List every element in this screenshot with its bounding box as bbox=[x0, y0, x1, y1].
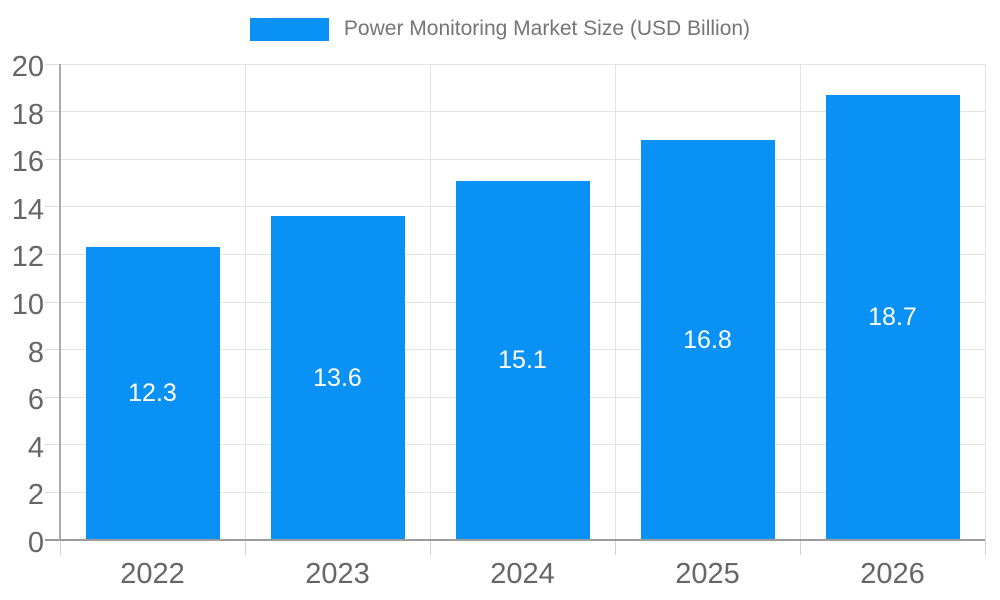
legend[interactable]: Power Monitoring Market Size (USD Billio… bbox=[0, 17, 1000, 41]
x-axis-label-2025: 2025 bbox=[675, 558, 740, 590]
x-axis-tick bbox=[799, 540, 801, 555]
y-gridline bbox=[60, 111, 985, 113]
bar-2023[interactable]: 13.6 bbox=[270, 216, 405, 540]
bar-2025[interactable]: 16.8 bbox=[640, 140, 775, 540]
y-axis-tick bbox=[45, 253, 60, 255]
y-axis-label: 20 bbox=[11, 51, 44, 83]
y-axis-tick bbox=[45, 396, 60, 398]
bar-value-label: 16.8 bbox=[683, 325, 732, 354]
y-axis-label: 10 bbox=[11, 289, 44, 321]
y-axis-label: 12 bbox=[11, 241, 44, 274]
x-gridline bbox=[429, 64, 431, 540]
bar-value-label: 13.6 bbox=[313, 363, 362, 392]
y-gridline bbox=[60, 63, 985, 65]
x-axis-tick bbox=[244, 540, 246, 555]
x-gridline bbox=[614, 64, 616, 540]
y-axis-label: 18 bbox=[11, 98, 44, 131]
bar-value-label: 12.3 bbox=[128, 379, 177, 408]
y-axis-label: 6 bbox=[27, 384, 44, 417]
y-axis-label: 4 bbox=[27, 431, 44, 464]
y-axis-tick bbox=[45, 349, 60, 351]
x-axis-tick bbox=[429, 540, 431, 555]
y-axis-tick bbox=[45, 158, 60, 160]
y-gridline bbox=[60, 158, 985, 160]
y-axis-label: 0 bbox=[27, 527, 44, 559]
x-axis-line bbox=[45, 539, 985, 541]
x-gridline bbox=[984, 64, 986, 540]
y-axis-line bbox=[59, 64, 61, 540]
y-axis-tick bbox=[45, 491, 60, 493]
y-axis-tick bbox=[45, 206, 60, 208]
y-axis-tick bbox=[45, 444, 60, 446]
legend-series-label: Power Monitoring Market Size (USD Billio… bbox=[343, 17, 751, 40]
y-axis-label: 2 bbox=[27, 479, 44, 512]
x-gridline bbox=[244, 64, 246, 540]
bar-value-label: 15.1 bbox=[498, 345, 547, 374]
y-axis-tick bbox=[45, 63, 60, 65]
x-axis-label-2024: 2024 bbox=[490, 558, 555, 590]
y-axis-label: 8 bbox=[27, 336, 44, 369]
x-axis-label-2026: 2026 bbox=[860, 558, 925, 590]
x-axis-label-2022: 2022 bbox=[120, 558, 185, 590]
x-gridline bbox=[799, 64, 801, 540]
x-axis-tick bbox=[984, 540, 986, 555]
y-axis-tick bbox=[45, 301, 60, 303]
x-axis-tick bbox=[59, 540, 61, 555]
x-axis-tick bbox=[614, 540, 616, 555]
bar-2022[interactable]: 12.3 bbox=[85, 247, 220, 540]
bar-2024[interactable]: 15.1 bbox=[455, 180, 590, 540]
y-axis-tick bbox=[45, 111, 60, 113]
y-axis-label: 16 bbox=[11, 146, 44, 179]
bar-value-label: 18.7 bbox=[868, 302, 917, 331]
x-axis-label-2023: 2023 bbox=[305, 558, 370, 590]
bar-2026[interactable]: 18.7 bbox=[825, 94, 960, 540]
y-axis-label: 14 bbox=[11, 193, 44, 226]
legend-swatch bbox=[249, 17, 329, 41]
